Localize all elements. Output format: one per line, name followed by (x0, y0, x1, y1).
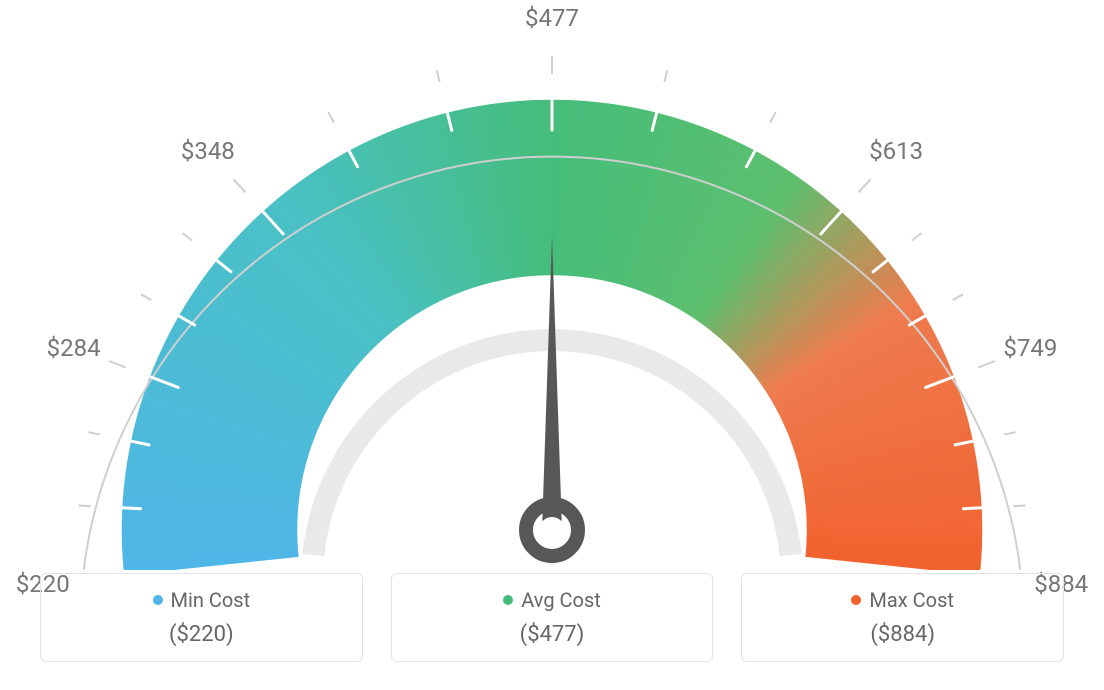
legend-card-min: Min Cost ($220) (40, 573, 363, 662)
legend-top-min: Min Cost (153, 588, 251, 612)
legend-row: Min Cost ($220) Avg Cost ($477) Max Cost… (40, 573, 1064, 662)
legend-top-avg: Avg Cost (503, 588, 601, 612)
legend-dot-min (153, 595, 163, 605)
legend-label-avg: Avg Cost (521, 588, 601, 612)
legend-value-min: ($220) (51, 622, 352, 647)
gauge-tick-label: $348 (181, 137, 235, 165)
legend-dot-avg (503, 595, 513, 605)
legend-dot-max (851, 595, 861, 605)
legend-label-min: Min Cost (171, 588, 251, 612)
legend-label-max: Max Cost (869, 588, 954, 612)
gauge-svg (0, 0, 1104, 570)
gauge-tick-label: $477 (525, 4, 579, 32)
gauge-tick-label: $284 (47, 334, 101, 362)
cost-gauge-chart: $220$284$348$477$613$749$884 Min Cost ($… (0, 0, 1104, 690)
gauge-area: $220$284$348$477$613$749$884 (0, 0, 1104, 570)
gauge-tick-label: $749 (1003, 334, 1057, 362)
legend-card-avg: Avg Cost ($477) (391, 573, 714, 662)
gauge-tick-label: $613 (869, 137, 923, 165)
legend-top-max: Max Cost (851, 588, 954, 612)
legend-card-max: Max Cost ($884) (741, 573, 1064, 662)
legend-value-avg: ($477) (402, 622, 703, 647)
legend-value-max: ($884) (752, 622, 1053, 647)
